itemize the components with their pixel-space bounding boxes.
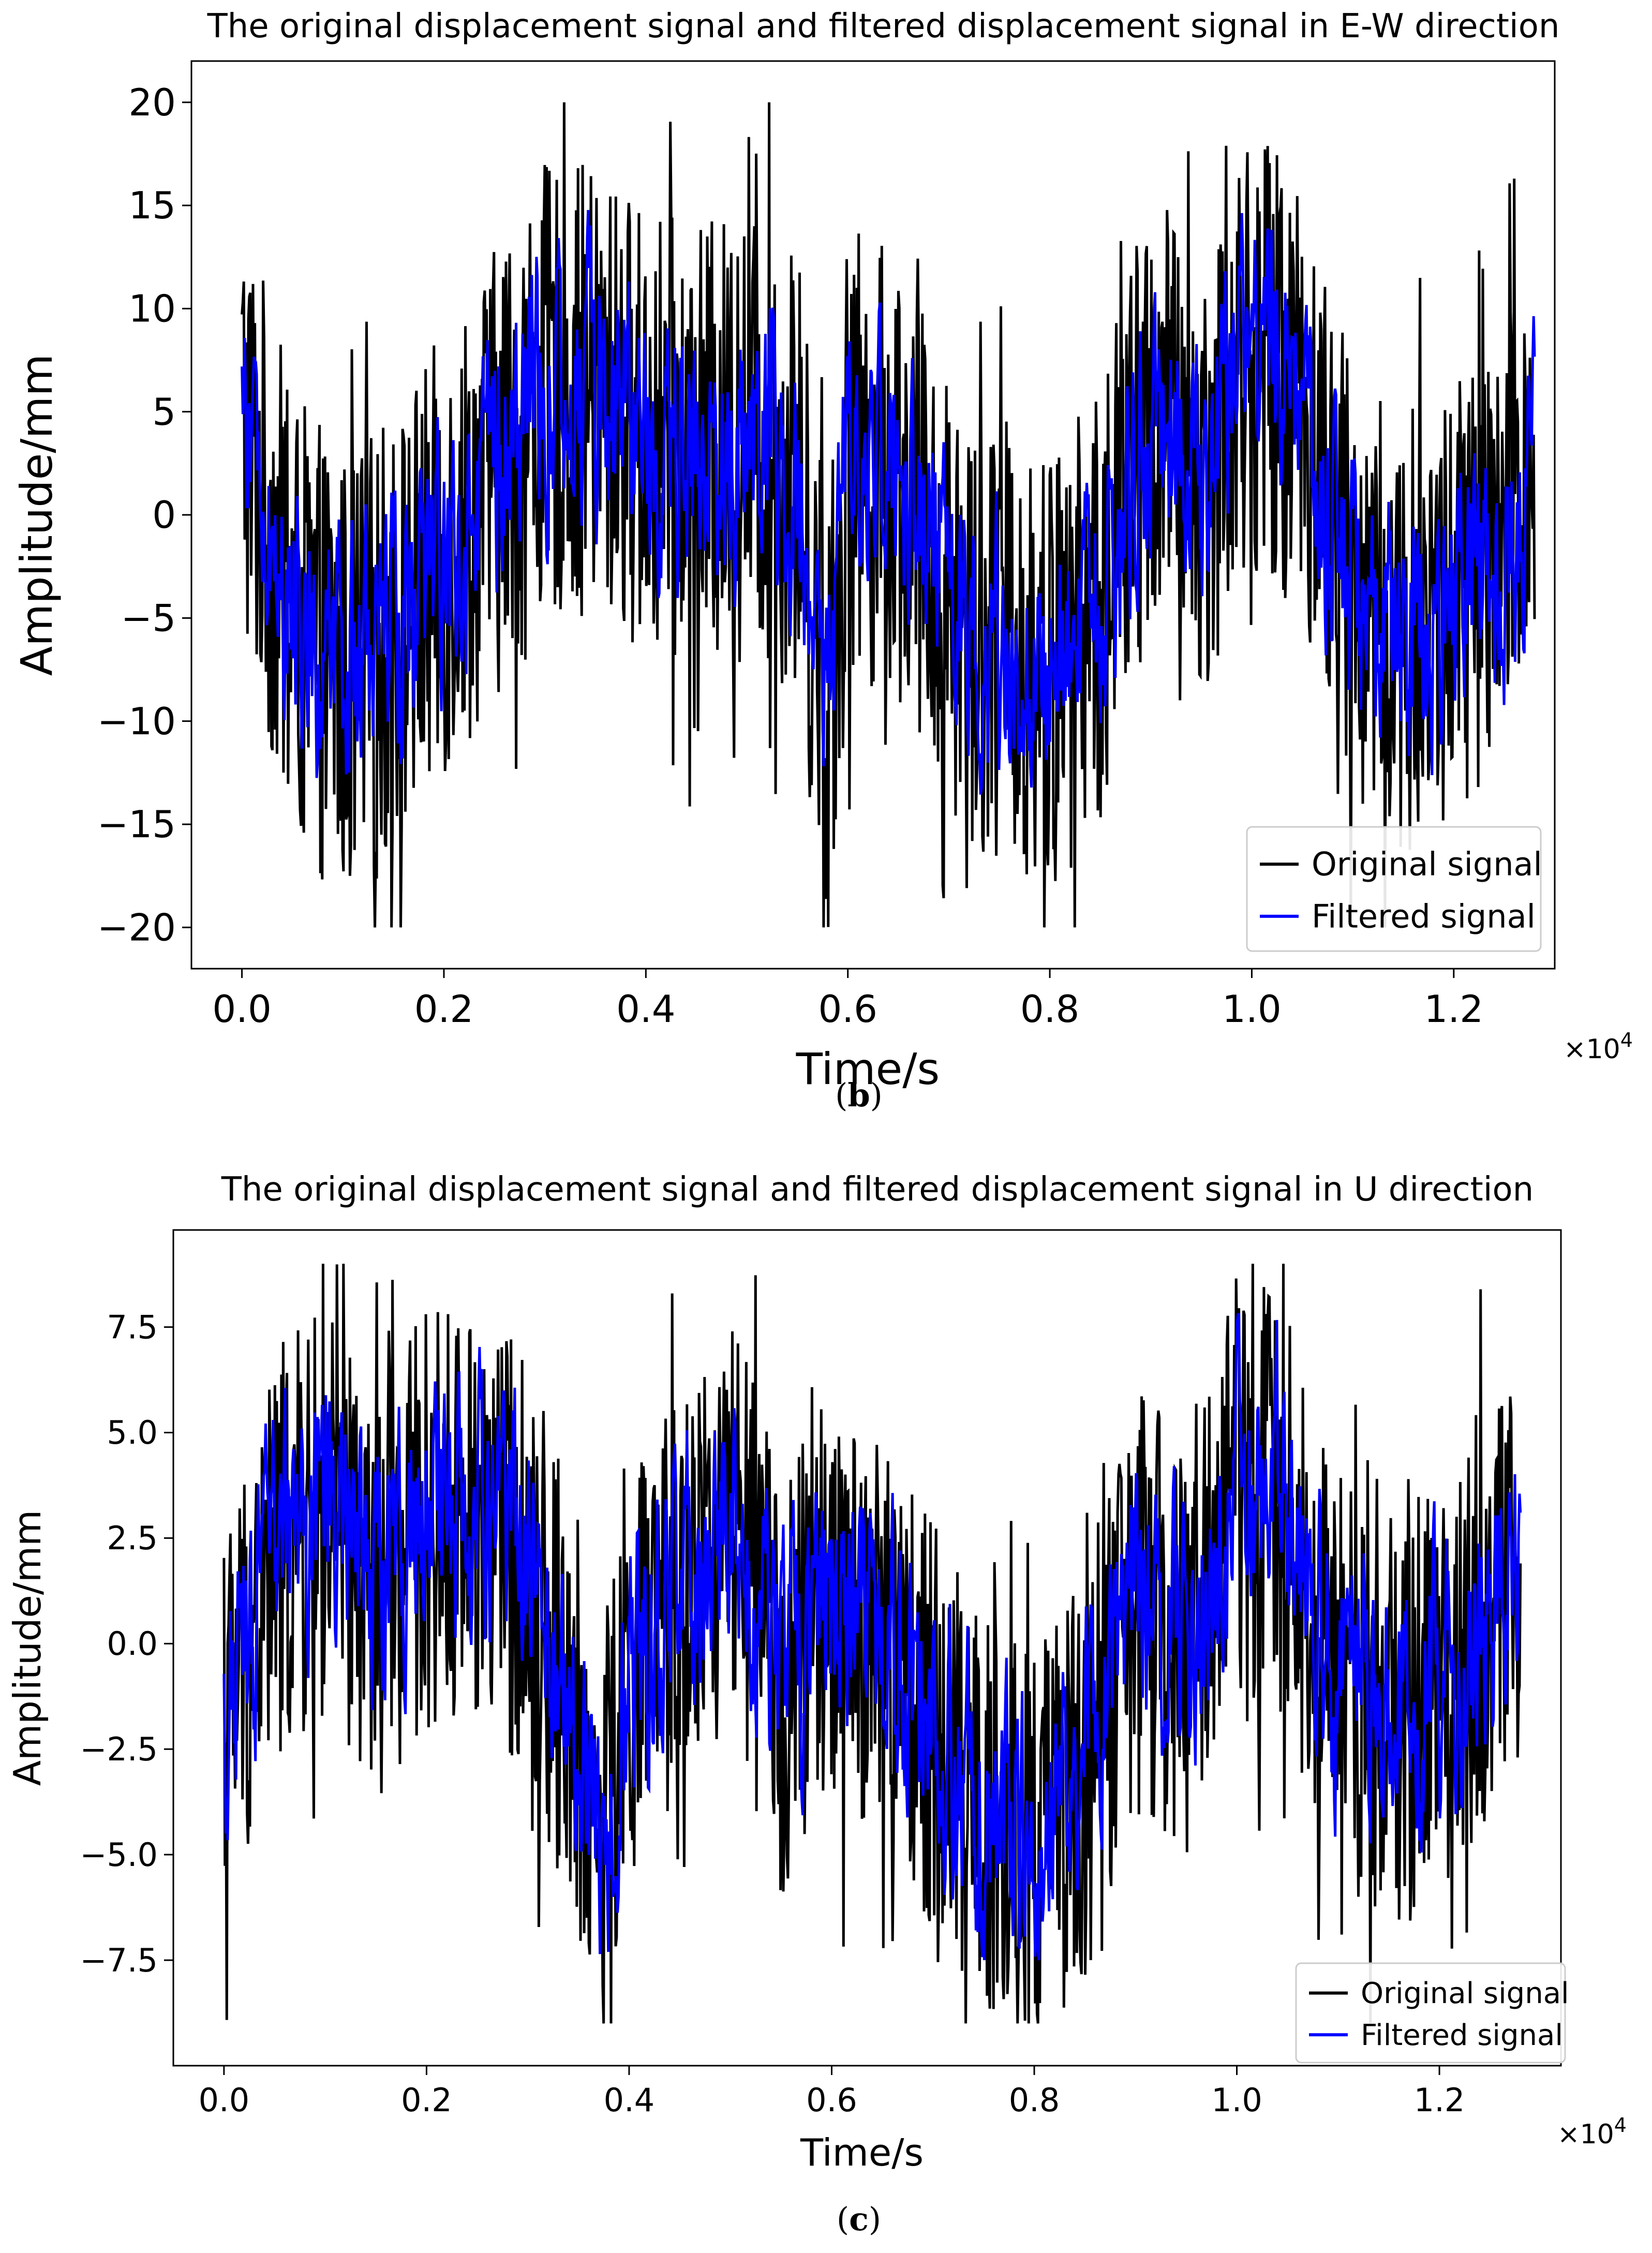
x-multiplier-label: ×104 xyxy=(1564,1029,1633,1065)
x-tick-label: 0.6 xyxy=(806,2081,857,2119)
legend-box xyxy=(1295,1962,1566,2064)
y-tick-label: −2.5 xyxy=(80,1730,158,1768)
legend-filtered-label: Filtered signal xyxy=(1361,2019,1563,2052)
x-tick-label: 1.2 xyxy=(1414,2081,1465,2119)
y-tick-label: 0 xyxy=(152,493,176,537)
y-tick-label: 5 xyxy=(152,390,176,434)
chart-b-svg: The original displacement signal and fil… xyxy=(11,7,1633,1094)
y-tick-label: 7.5 xyxy=(107,1308,158,1346)
y-tick-label: 20 xyxy=(128,81,176,124)
y-tick-label: −20 xyxy=(97,906,176,949)
series-filtered-line xyxy=(241,210,1536,795)
chart-panel-c: The original displacement signal and fil… xyxy=(0,1126,1652,2253)
x-tick-label: 0.4 xyxy=(604,2081,655,2119)
y-tick-label: 0.0 xyxy=(107,1625,158,1663)
legend-original-label: Original signal xyxy=(1361,1977,1569,2010)
caption-c: (c) xyxy=(836,2200,882,2238)
y-tick-label: −10 xyxy=(97,700,176,743)
y-axis-label: Amplitude/mm xyxy=(6,1510,49,1786)
y-tick-label: −5.0 xyxy=(80,1836,158,1874)
chart-panel-b: The original displacement signal and fil… xyxy=(0,0,1652,1126)
legend-box xyxy=(1246,826,1542,952)
y-tick-label: −15 xyxy=(97,803,176,846)
chart-title: The original displacement signal and fil… xyxy=(221,1170,1534,1209)
legend-original-label: Original signal xyxy=(1312,846,1542,883)
series-filtered-line xyxy=(222,1313,1522,1961)
y-tick-label: 10 xyxy=(128,287,176,331)
y-tick-label: −5 xyxy=(121,597,176,640)
x-tick-label: 1.2 xyxy=(1424,987,1484,1031)
x-tick-label: 0.8 xyxy=(1020,987,1080,1031)
x-tick-label: 0.0 xyxy=(212,987,272,1031)
x-tick-label: 0.2 xyxy=(414,987,474,1031)
legend-filtered-label: Filtered signal xyxy=(1312,898,1536,936)
y-tick-label: 2.5 xyxy=(107,1519,158,1557)
x-tick-label: 1.0 xyxy=(1222,987,1282,1031)
chart-c-svg: The original displacement signal and fil… xyxy=(6,1170,1627,2174)
x-tick-label: 0.4 xyxy=(616,987,676,1031)
legend: Original signal Filtered signal xyxy=(1246,826,1542,952)
y-tick-label: 5.0 xyxy=(107,1414,158,1451)
legend: Original signal Filtered signal xyxy=(1295,1962,1569,2064)
x-multiplier-exponent: 4 xyxy=(1614,2114,1627,2137)
x-tick-label: 1.0 xyxy=(1211,2081,1262,2119)
x-tick-label: 0.2 xyxy=(401,2081,452,2119)
x-tick-label: 0.8 xyxy=(1009,2081,1060,2119)
y-tick-label: −7.5 xyxy=(80,1941,158,1979)
plot-frame xyxy=(172,1229,1562,2067)
caption-b: (b) xyxy=(835,1076,883,1114)
x-multiplier-exponent: 4 xyxy=(1620,1029,1633,1051)
x-axis-label: Time/s xyxy=(796,1044,940,1094)
x-multiplier-label: ×104 xyxy=(1557,2114,1627,2150)
chart-title: The original displacement signal and fil… xyxy=(207,7,1560,46)
x-axis-label: Time/s xyxy=(800,2131,924,2174)
x-tick-label: 0.0 xyxy=(199,2081,250,2119)
y-tick-label: 15 xyxy=(128,184,176,227)
y-axis-label: Amplitude/mm xyxy=(11,354,62,676)
x-tick-label: 0.6 xyxy=(818,987,877,1031)
